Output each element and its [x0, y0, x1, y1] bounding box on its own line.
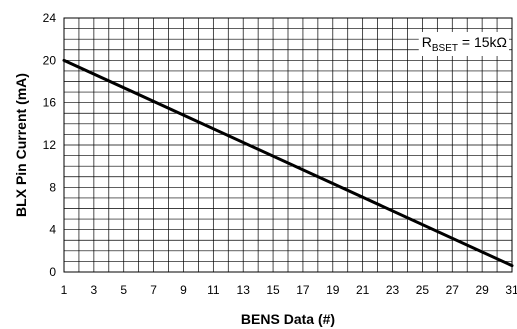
x-tick-label: 27	[446, 283, 460, 297]
x-tick-label: 31	[505, 283, 517, 297]
y-axis-title: BLX Pin Current (mA)	[13, 73, 29, 217]
x-tick-label: 17	[296, 283, 310, 297]
grid	[63, 17, 513, 273]
y-tick-labels: 0 4 8 12 16 20 24	[43, 11, 57, 279]
y-tick-label: 4	[49, 223, 56, 237]
y-tick-label: 0	[49, 265, 56, 279]
x-tick-labels: 1 3 5 7 9 11 13 15 17 19 21 23 25 27 29 31	[61, 283, 517, 297]
x-tick-label: 13	[237, 283, 251, 297]
x-tick-label: 21	[356, 283, 370, 297]
x-tick-label: 7	[150, 283, 157, 297]
x-tick-label: 15	[266, 283, 280, 297]
series-line	[62, 58, 514, 268]
x-tick-label: 3	[91, 283, 98, 297]
annotation-background	[418, 32, 509, 56]
x-tick-label: 1	[61, 283, 68, 297]
annotation-value: = 15kΩ	[458, 34, 507, 50]
x-tick-label: 5	[120, 283, 127, 297]
y-tick-label: 24	[43, 11, 57, 25]
x-tick-label: 11	[207, 283, 220, 297]
annotation-rbset: RBSET = 15kΩ	[422, 34, 507, 54]
series-layer	[62, 58, 514, 268]
annotation-symbol: R	[422, 34, 432, 50]
x-axis-title: BENS Data (#)	[241, 311, 335, 327]
x-tick-label: 25	[416, 283, 430, 297]
y-tick-label: 12	[43, 138, 57, 152]
y-tick-label: 8	[49, 180, 56, 194]
x-tick-label: 19	[326, 283, 340, 297]
annotation-subscript: BSET	[432, 43, 458, 54]
y-tick-label: 16	[43, 96, 57, 110]
x-tick-label: 29	[475, 283, 489, 297]
y-tick-label: 20	[43, 53, 57, 67]
plot-frame	[63, 17, 513, 273]
x-tick-label: 23	[386, 283, 400, 297]
x-tick-label: 9	[180, 283, 187, 297]
